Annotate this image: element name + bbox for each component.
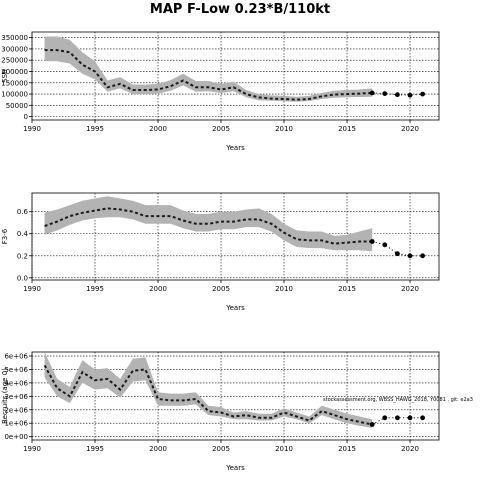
y-tick-label: 200000 bbox=[1, 68, 28, 76]
projection-point bbox=[369, 239, 375, 244]
y-tick-label: 0e+00 bbox=[4, 433, 28, 441]
y-tick-label: 0.6 bbox=[17, 208, 29, 216]
x-tick-label: 2000 bbox=[149, 285, 167, 293]
estimate-line bbox=[44, 49, 373, 101]
x-axis-label: Years bbox=[225, 144, 245, 152]
y-tick-label: 0.4 bbox=[17, 230, 29, 238]
x-tick-label: 2015 bbox=[338, 285, 356, 293]
projection-point bbox=[407, 253, 413, 259]
y-tick-label: 6e+06 bbox=[4, 353, 28, 361]
x-tick-label: 1995 bbox=[86, 125, 104, 133]
projection-point bbox=[395, 92, 400, 98]
y-tick-label: 4e+06 bbox=[4, 379, 28, 387]
projection-line bbox=[371, 417, 423, 425]
y-tick-label: 50000 bbox=[6, 102, 28, 110]
y-axis-label: Recruits (age 0) bbox=[1, 368, 9, 424]
x-tick-label: 2000 bbox=[149, 125, 167, 133]
x-tick-label: 2005 bbox=[212, 285, 230, 293]
y-tick-label: 150000 bbox=[1, 79, 28, 87]
plot-frame bbox=[31, 351, 440, 441]
projection-point bbox=[369, 90, 375, 96]
x-tick-label: 1995 bbox=[86, 285, 104, 293]
y-tick-label: 3e+06 bbox=[4, 393, 28, 401]
projection-point bbox=[369, 422, 375, 427]
x-tick-label: 2020 bbox=[401, 285, 419, 293]
x-tick-label: 2015 bbox=[338, 445, 356, 453]
recruits-panel: 1990 1995 2000 2005 2010 2015 2020 0e+00 1e+06 2e… bbox=[1, 351, 440, 472]
x-tick-label: 1995 bbox=[86, 445, 104, 453]
x-tick-label: 2010 bbox=[275, 125, 293, 133]
ssb-panel: 1990 1995 2000 2005 2010 2015 2020 0 50000 100000… bbox=[1, 31, 440, 152]
x-tick-label: 2005 bbox=[212, 445, 230, 453]
plot-frame bbox=[31, 192, 440, 281]
y-tick-label: 250000 bbox=[1, 57, 28, 65]
projection-point bbox=[420, 415, 425, 421]
estimate-line bbox=[44, 207, 373, 245]
y-tick-label: 1e+06 bbox=[4, 420, 28, 428]
projection-point bbox=[382, 91, 388, 96]
y-tick-label: 2e+06 bbox=[4, 406, 28, 414]
y-tick-label: 5e+06 bbox=[4, 366, 28, 374]
credit-note: stockassessment.org, WBSS_HAWG_2018, Y00… bbox=[323, 397, 473, 403]
y-tick-label: 350000 bbox=[1, 34, 28, 42]
y-tick-label: 100000 bbox=[1, 91, 28, 99]
projection-point bbox=[395, 415, 400, 421]
x-tick-label: 2005 bbox=[212, 125, 230, 133]
x-tick-label: 1990 bbox=[23, 285, 41, 293]
projection-point bbox=[420, 91, 425, 97]
x-tick-label: 2010 bbox=[275, 285, 293, 293]
x-tick-label: 2010 bbox=[275, 445, 293, 453]
plot-frame bbox=[31, 31, 440, 121]
x-tick-label: 2020 bbox=[401, 445, 419, 453]
y-tick-label: 0.0 bbox=[17, 274, 28, 282]
projection-point bbox=[382, 242, 388, 248]
x-tick-label: 2015 bbox=[338, 125, 356, 133]
projection-point bbox=[407, 92, 413, 98]
y-tick-label: 0 bbox=[24, 113, 28, 121]
x-tick-label: 1990 bbox=[23, 125, 41, 133]
projection-point bbox=[395, 251, 400, 256]
projection-point bbox=[382, 415, 388, 421]
x-axis-label: Years bbox=[225, 464, 245, 472]
y-axis-label: SSB bbox=[1, 69, 9, 83]
chart-title: MAP F-Low 0.23*B/110kt bbox=[150, 2, 330, 17]
x-axis-label: Years bbox=[225, 304, 245, 312]
projection-point bbox=[420, 253, 425, 259]
y-axis-label: F3-6 bbox=[1, 228, 9, 244]
confidence-band bbox=[44, 36, 373, 102]
x-tick-label: 2000 bbox=[149, 445, 167, 453]
confidence-band bbox=[44, 352, 373, 428]
x-tick-label: 2020 bbox=[401, 125, 419, 133]
x-tick-label: 1990 bbox=[23, 445, 41, 453]
fbar-panel: 1990 1995 2000 2005 2010 2015 2020 0.0 0.2 0.4 0.6… bbox=[1, 192, 440, 312]
y-tick-label: 0.2 bbox=[17, 252, 28, 260]
y-tick-label: 300000 bbox=[1, 45, 28, 53]
projection-point bbox=[407, 415, 413, 421]
confidence-band bbox=[44, 196, 373, 252]
